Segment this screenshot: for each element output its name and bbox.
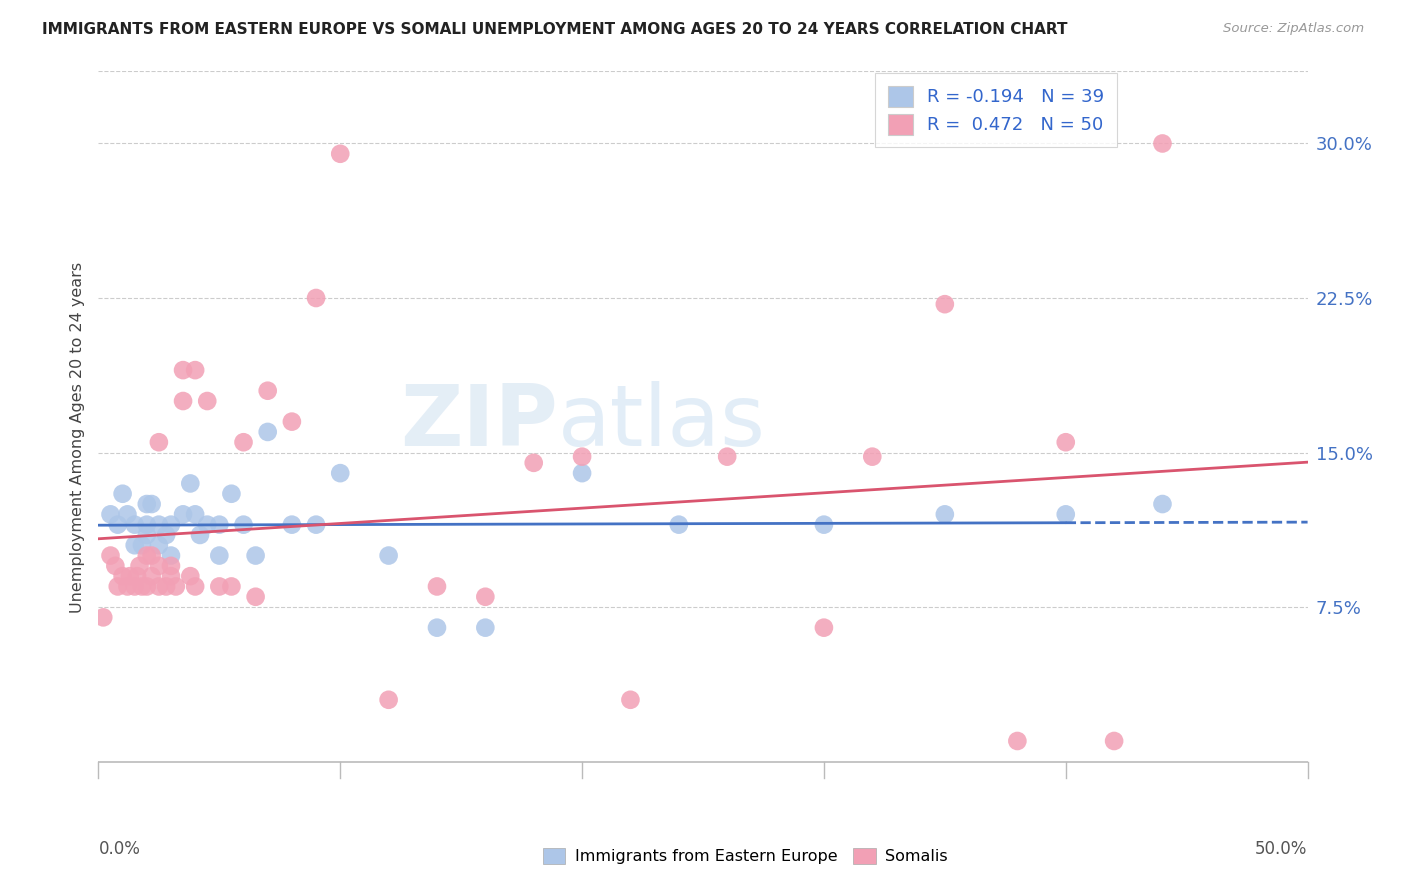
Point xyxy=(245,590,267,604)
Text: atlas: atlas xyxy=(558,381,766,464)
Point xyxy=(377,693,399,707)
Point xyxy=(426,621,449,635)
Point xyxy=(124,579,146,593)
Point xyxy=(256,384,278,398)
Point xyxy=(155,528,177,542)
Point xyxy=(1102,734,1125,748)
Point xyxy=(208,579,231,593)
Point xyxy=(934,297,956,311)
Point xyxy=(141,569,163,583)
Point xyxy=(135,517,157,532)
Point xyxy=(128,558,150,573)
Point xyxy=(124,538,146,552)
Point xyxy=(127,569,149,583)
Point xyxy=(571,450,593,464)
Point xyxy=(118,569,141,583)
Point xyxy=(184,508,207,522)
Point xyxy=(172,394,194,409)
Text: 0.0%: 0.0% xyxy=(98,840,141,858)
Point xyxy=(245,549,267,563)
Point xyxy=(305,517,328,532)
Point xyxy=(107,579,129,593)
Point xyxy=(148,517,170,532)
Point xyxy=(124,517,146,532)
Point xyxy=(305,291,328,305)
Point xyxy=(184,363,207,377)
Point xyxy=(135,528,157,542)
Point xyxy=(716,450,738,464)
Legend: Immigrants from Eastern Europe, Somalis: Immigrants from Eastern Europe, Somalis xyxy=(536,841,955,871)
Point xyxy=(160,549,183,563)
Point xyxy=(195,517,218,532)
Point xyxy=(934,508,956,522)
Point xyxy=(860,450,883,464)
Point xyxy=(148,579,170,593)
Point xyxy=(91,610,114,624)
Point xyxy=(100,508,122,522)
Point xyxy=(141,497,163,511)
Point xyxy=(1152,136,1174,151)
Point xyxy=(195,394,218,409)
Point xyxy=(329,466,352,480)
Point xyxy=(1007,734,1029,748)
Point xyxy=(141,549,163,563)
Point xyxy=(148,435,170,450)
Point xyxy=(1152,497,1174,511)
Point xyxy=(281,517,304,532)
Point xyxy=(107,517,129,532)
Point xyxy=(813,517,835,532)
Point xyxy=(474,621,496,635)
Point xyxy=(184,579,207,593)
Point xyxy=(148,558,170,573)
Legend: R = -0.194   N = 39, R =  0.472   N = 50: R = -0.194 N = 39, R = 0.472 N = 50 xyxy=(875,73,1118,147)
Point xyxy=(256,425,278,439)
Point xyxy=(165,579,187,593)
Point xyxy=(135,497,157,511)
Point xyxy=(179,569,201,583)
Point xyxy=(172,508,194,522)
Point xyxy=(232,517,254,532)
Point xyxy=(523,456,546,470)
Point xyxy=(221,487,243,501)
Point xyxy=(426,579,449,593)
Point xyxy=(155,579,177,593)
Point xyxy=(377,549,399,563)
Point xyxy=(111,569,134,583)
Point xyxy=(188,528,211,542)
Point xyxy=(208,549,231,563)
Text: 50.0%: 50.0% xyxy=(1256,840,1308,858)
Point xyxy=(1054,508,1077,522)
Point xyxy=(135,579,157,593)
Point xyxy=(117,508,139,522)
Point xyxy=(474,590,496,604)
Y-axis label: Unemployment Among Ages 20 to 24 years: Unemployment Among Ages 20 to 24 years xyxy=(69,261,84,613)
Point xyxy=(100,549,122,563)
Point xyxy=(813,621,835,635)
Point xyxy=(131,579,153,593)
Point xyxy=(160,558,183,573)
Point xyxy=(221,579,243,593)
Point xyxy=(232,435,254,450)
Point xyxy=(571,466,593,480)
Point xyxy=(281,415,304,429)
Point xyxy=(329,146,352,161)
Point xyxy=(135,549,157,563)
Point xyxy=(668,517,690,532)
Point xyxy=(1054,435,1077,450)
Text: ZIP: ZIP xyxy=(401,381,558,464)
Point xyxy=(131,538,153,552)
Point xyxy=(208,517,231,532)
Text: Source: ZipAtlas.com: Source: ZipAtlas.com xyxy=(1223,22,1364,36)
Point xyxy=(117,579,139,593)
Point xyxy=(148,538,170,552)
Point xyxy=(172,363,194,377)
Point xyxy=(160,517,183,532)
Point xyxy=(160,569,183,583)
Point xyxy=(111,487,134,501)
Point xyxy=(179,476,201,491)
Point xyxy=(619,693,641,707)
Point xyxy=(104,558,127,573)
Text: IMMIGRANTS FROM EASTERN EUROPE VS SOMALI UNEMPLOYMENT AMONG AGES 20 TO 24 YEARS : IMMIGRANTS FROM EASTERN EUROPE VS SOMALI… xyxy=(42,22,1067,37)
